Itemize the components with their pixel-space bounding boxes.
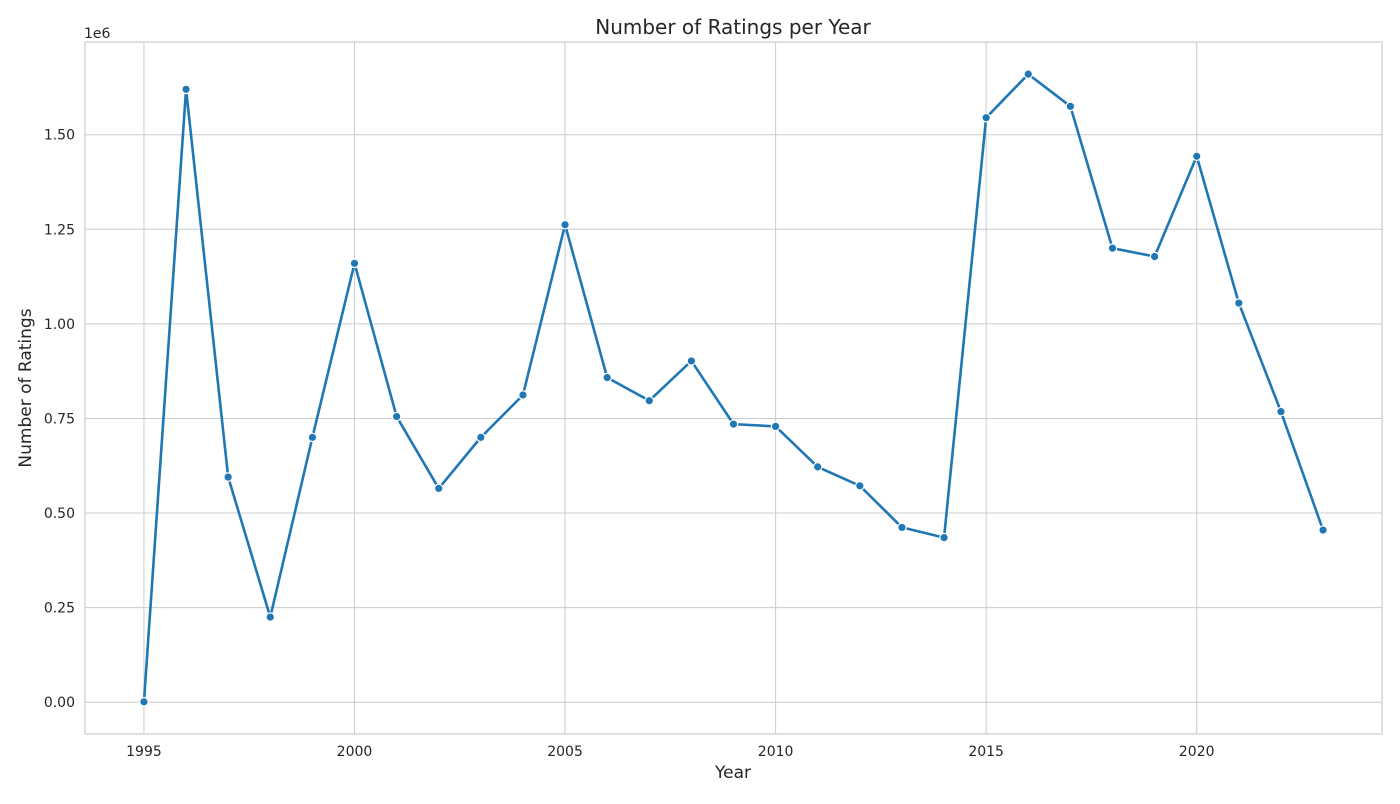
x-tick-label: 1995 <box>126 744 162 760</box>
data-point <box>770 421 781 432</box>
data-point <box>728 419 739 429</box>
data-point <box>349 258 360 269</box>
y-tick-label: 1.00 <box>44 317 75 333</box>
data-point <box>644 395 655 406</box>
data-point <box>686 356 697 366</box>
data-point <box>1276 406 1286 417</box>
data-point <box>181 84 191 95</box>
data-point <box>1023 69 1034 79</box>
y-tick-label: 1.25 <box>44 222 75 238</box>
x-tick-label: 2000 <box>337 744 373 760</box>
x-tick-label: 2015 <box>968 744 1004 760</box>
data-point <box>981 112 991 123</box>
y-tick-label: 1.50 <box>44 128 75 144</box>
y-tick-label: 0.50 <box>44 506 75 522</box>
data-point <box>1065 101 1076 112</box>
plot-frame <box>84 41 1383 735</box>
data-point <box>265 612 276 622</box>
data-point <box>1107 243 1118 254</box>
y-tick-label: 0.00 <box>44 695 75 711</box>
data-point <box>307 432 318 443</box>
x-tick-label: 2020 <box>1179 744 1215 760</box>
data-point <box>897 522 907 533</box>
data-point <box>139 697 149 707</box>
data-point <box>560 219 570 230</box>
data-point <box>1318 525 1328 535</box>
data-point <box>433 483 444 494</box>
data-point <box>223 472 233 482</box>
series-layer <box>139 69 1328 707</box>
y-tick-labels: 0.00 0.25 0.50 0.75 1.00 1.25 1.50 <box>44 128 75 712</box>
data-point <box>1149 251 1160 262</box>
data-point <box>602 372 612 383</box>
data-point <box>1234 298 1244 308</box>
y-offset-label: 1e6 <box>84 26 111 42</box>
data-point <box>939 532 949 543</box>
y-axis-label: Number of Ratings <box>16 308 36 467</box>
data-point <box>1191 151 1202 162</box>
chart-title: Number of Ratings per Year <box>595 15 871 39</box>
y-tick-label: 0.75 <box>44 411 75 427</box>
x-tick-label: 2005 <box>547 744 583 760</box>
data-point <box>518 390 528 400</box>
y-tick-label: 0.25 <box>44 601 75 617</box>
data-point <box>812 462 823 472</box>
x-axis-label: Year <box>714 763 751 783</box>
grid-layer <box>85 42 1382 734</box>
data-point <box>476 432 486 443</box>
x-tick-label: 2010 <box>758 744 794 760</box>
data-point <box>855 481 865 491</box>
x-tick-labels: 1995 2000 2005 2010 2015 2020 <box>126 744 1214 760</box>
data-point <box>391 411 402 422</box>
